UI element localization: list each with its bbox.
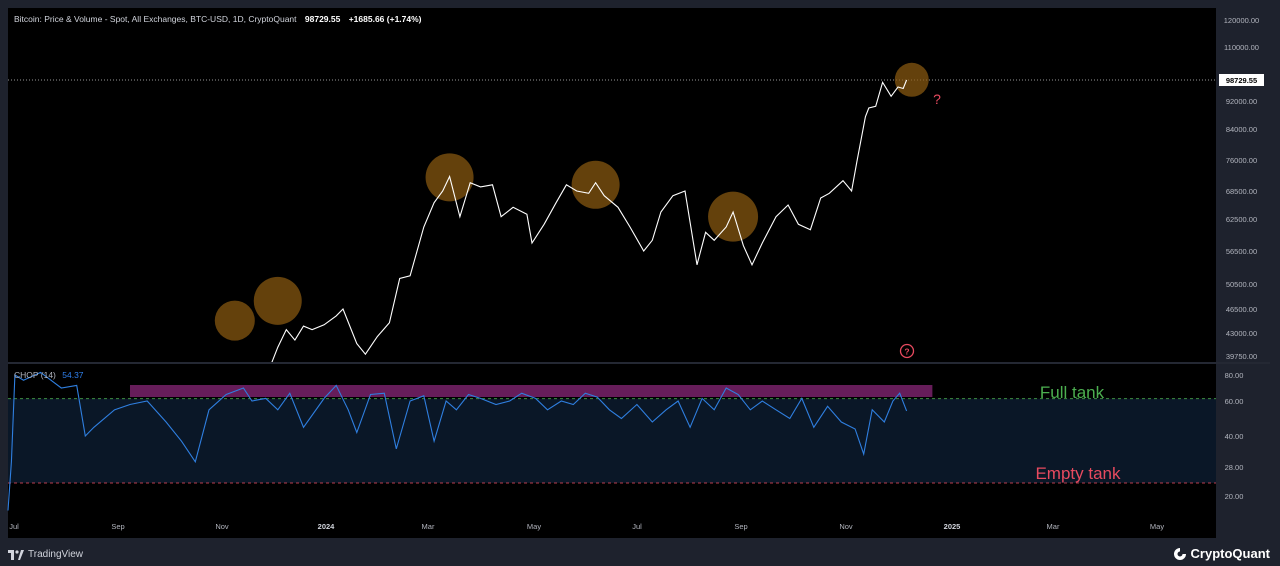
price-tick-label: 56500.00	[1226, 247, 1257, 256]
price-tick-label: 84000.00	[1226, 125, 1257, 134]
chart-header: Bitcoin: Price & Volume - Spot, All Exch…	[14, 14, 422, 24]
chop-tick-label: 40.00	[1225, 432, 1244, 441]
price-axis: 120000.00 110000.00 98729.55 92000.00 84000.…	[1219, 16, 1264, 361]
header-price: 98729.55	[304, 14, 341, 24]
x-tick-label: Sep	[734, 522, 747, 531]
x-axis-strip[interactable]	[8, 514, 1216, 538]
x-tick-label: May	[1150, 522, 1164, 531]
x-tick-label: Mar	[1047, 522, 1060, 531]
indicator-value: 54.37	[62, 370, 84, 380]
cryptoquant-logo-icon	[1173, 547, 1186, 560]
chop-axis: 80.00 60.00 40.00 28.00 20.00	[1225, 371, 1244, 501]
chop-tick-label: 60.00	[1225, 397, 1244, 406]
highlight-circle	[708, 191, 759, 242]
x-tick-label: May	[527, 522, 541, 531]
highlight-circle	[253, 276, 302, 325]
x-tick-label: 2025	[944, 522, 961, 531]
tradingview-logo-icon	[8, 549, 24, 560]
chop-tick-label: 20.00	[1225, 492, 1244, 501]
chart-title: Bitcoin: Price & Volume - Spot, All Exch…	[14, 14, 297, 24]
x-tick-label: Nov	[839, 522, 853, 531]
price-tick-label: 68500.00	[1226, 187, 1257, 196]
price-tick-label: 39750.00	[1226, 352, 1257, 361]
indicator-name: CHOP (14)	[14, 370, 56, 380]
tradingview-brand: TradingView	[28, 549, 84, 560]
price-tick-label: 50500.00	[1226, 280, 1257, 289]
highlight-circle	[214, 300, 255, 341]
x-tick-label: 2024	[318, 522, 336, 531]
chop-series-line	[7, 371, 908, 511]
x-tick-label: Jul	[632, 522, 642, 531]
x-tick-label: Nov	[215, 522, 229, 531]
full-tank-label: Full tank	[1040, 383, 1105, 402]
x-tick-label: Sep	[111, 522, 124, 531]
question-mark-annotation: ?	[933, 91, 941, 107]
price-tick-label: 62500.00	[1226, 215, 1257, 224]
footer-left[interactable]: TradingView	[8, 549, 83, 560]
highlight-circle	[894, 62, 929, 97]
last-price-badge	[1219, 74, 1264, 86]
indicator-header[interactable]: CHOP (14) 54.37	[14, 370, 84, 380]
highlight-circle	[571, 160, 620, 209]
x-tick-label: Mar	[422, 522, 435, 531]
chop-zone-fill	[8, 398, 1216, 483]
question-marker-text: ?	[904, 347, 909, 357]
header-change: +1685.66 (+1.74%)	[348, 14, 422, 24]
last-price-label: 98729.55	[1226, 76, 1257, 85]
x-tick-label: Jul	[9, 522, 19, 531]
price-tick-label: 120000.00	[1224, 16, 1259, 25]
price-tick-label: 46500.00	[1226, 305, 1257, 314]
price-tick-label: 110000.00	[1224, 43, 1259, 52]
cryptoquant-brand: CryptoQuant	[1190, 546, 1270, 561]
question-marker-icon[interactable]	[899, 343, 915, 359]
x-axis: Jul Sep Nov 2024 Mar May Jul Sep Nov 2025 Mar May	[9, 522, 1164, 531]
price-tick-label: 76000.00	[1226, 156, 1257, 165]
price-tick-label: 43000.00	[1226, 329, 1257, 338]
price-series-line	[271, 79, 908, 362]
price-tick-label: 92000.00	[1226, 97, 1257, 106]
purple-band	[129, 385, 933, 397]
chop-tick-label: 80.00	[1225, 371, 1244, 380]
empty-tank-label: Empty tank	[1035, 464, 1121, 483]
chop-tick-label: 28.00	[1225, 463, 1244, 472]
footer-right: CryptoQuant	[1173, 546, 1270, 561]
